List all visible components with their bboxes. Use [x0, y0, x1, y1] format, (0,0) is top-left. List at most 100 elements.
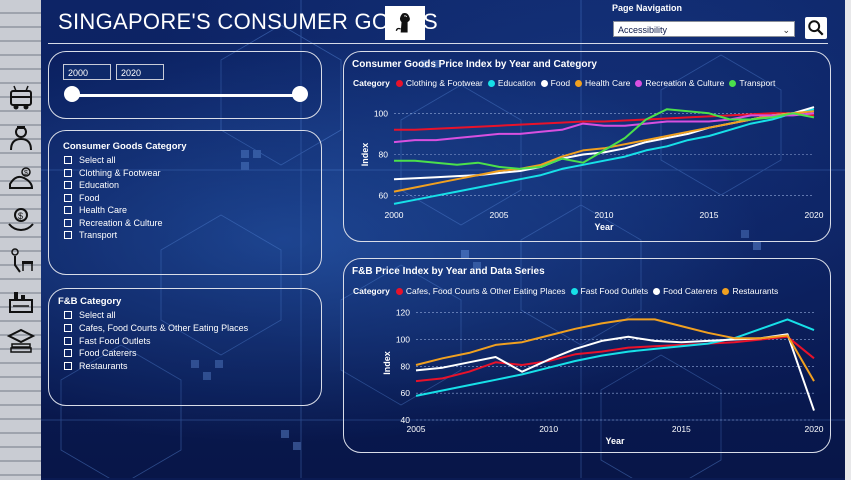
checkbox[interactable]: [64, 206, 72, 214]
consumer-category-title: Consumer Goods Category: [63, 141, 187, 152]
fb-category-panel: [48, 288, 322, 406]
consumer-option-transport[interactable]: Transport: [64, 230, 117, 240]
end-year-input[interactable]: 2020: [116, 64, 164, 80]
education-icon[interactable]: [4, 324, 37, 357]
x-axis-label: Year: [605, 436, 625, 446]
legend-item-education[interactable]: Education: [487, 78, 536, 88]
legend-item-restaurants[interactable]: Restaurants: [722, 286, 778, 296]
legend-item-cafes-food-courts-and-other-eating-places[interactable]: Cafes, Food Courts & Other Eating Places: [395, 286, 566, 296]
legend-label: Education: [497, 78, 536, 88]
consumer-option-education[interactable]: Education: [64, 180, 119, 190]
consumer-option-health-care[interactable]: Health Care: [64, 205, 127, 215]
checkbox[interactable]: [64, 323, 72, 332]
transport-icon[interactable]: [4, 81, 37, 114]
consumer-chart-panel: [343, 51, 831, 242]
consumer-option-clothing-and-footwear[interactable]: Clothing & Footwear: [64, 168, 161, 178]
checkbox[interactable]: [64, 156, 72, 164]
year-slicer-panel: [48, 51, 322, 119]
series-line-clothing-and-footwear[interactable]: [394, 112, 815, 131]
fb-option-food-caterers[interactable]: Food Caterers: [64, 348, 137, 358]
recreation-icon[interactable]: [4, 243, 37, 276]
start-year-input[interactable]: 2000: [63, 64, 111, 80]
series-line-transport[interactable]: [394, 108, 815, 170]
checkbox[interactable]: [64, 181, 72, 189]
x-axis-label: Year: [594, 222, 614, 232]
legend-label: Transport: [739, 78, 776, 88]
x-tick-label: 2015: [672, 424, 691, 434]
checkbox[interactable]: [64, 336, 72, 345]
checkbox[interactable]: [64, 193, 72, 202]
option-label: Recreation & Culture: [79, 217, 163, 228]
checkbox[interactable]: [64, 362, 72, 371]
legend-label: Restaurants: [732, 286, 779, 296]
right-edge: [845, 0, 851, 480]
fb-chart-title: F&B Price Index by Year and Data Series: [352, 266, 545, 277]
consumer-option-recreation-and-culture[interactable]: Recreation & Culture: [64, 218, 163, 228]
series-line-cafes-food-courts-and-other-eating-places[interactable]: [415, 335, 815, 383]
fb-option-select-all[interactable]: Select all: [64, 310, 116, 320]
year-slider-track[interactable]: [72, 94, 300, 97]
legend-item-recreation-and-culture[interactable]: Recreation & Culture: [635, 78, 724, 88]
legend-label: Clothing & Footwear: [405, 78, 483, 88]
fb-chart-legend: Category Cafes, Food Courts & Other Eatin…: [353, 286, 783, 296]
series-line-education[interactable]: [393, 108, 815, 205]
option-label: Select all: [79, 310, 116, 320]
consumer-chart-legend: Category Clothing & Footwear Education Food…: [353, 78, 780, 88]
legend-label: Food Caterers: [663, 286, 718, 296]
dashboard-canvas: [41, 0, 845, 478]
legend-dot: [570, 287, 578, 295]
fb-option-cafes-food-courts-and-other-eating-places[interactable]: Cafes, Food Courts & Other Eating Places: [64, 323, 248, 333]
checkbox[interactable]: [64, 218, 72, 227]
x-tick-label: 2010: [595, 210, 614, 220]
year-slider-end-handle[interactable]: [292, 86, 308, 102]
doctor-icon[interactable]: [4, 121, 37, 154]
checkbox[interactable]: [64, 168, 72, 177]
series-line-fast-food-outlets[interactable]: [415, 318, 815, 397]
health-care-icon[interactable]: $: [4, 202, 37, 235]
series-line-food[interactable]: [393, 106, 815, 181]
y-tick-label: 60: [379, 191, 389, 201]
series-line-recreation-and-culture[interactable]: [393, 112, 815, 144]
consumer-option-food[interactable]: Food: [64, 193, 100, 203]
year-slider-start-handle[interactable]: [64, 86, 80, 102]
clothing-icon[interactable]: [4, 284, 37, 317]
x-tick-label: 2005: [407, 424, 426, 434]
consumer-option-select-all[interactable]: Select all: [64, 155, 116, 165]
checkbox[interactable]: [64, 349, 72, 358]
legend-item-health-care[interactable]: Health Care: [575, 78, 630, 88]
option-label: Health Care: [79, 205, 128, 215]
series-line-restaurants[interactable]: [415, 318, 815, 382]
consumer-chart-title: Consumer Goods Price Index by Year and C…: [352, 59, 597, 70]
x-tick-label: 2020: [805, 210, 824, 220]
series-line-food-caterers[interactable]: [415, 333, 815, 411]
legend-item-transport[interactable]: Transport: [729, 78, 775, 88]
merlion-logo: [385, 6, 425, 40]
legend-label: Fast Food Outlets: [580, 286, 649, 296]
legend-label: Recreation & Culture: [645, 78, 725, 88]
legend-label: Cafes, Food Courts & Other Eating Places: [405, 286, 566, 296]
legend-item-fast-food-outlets[interactable]: Fast Food Outlets: [570, 286, 649, 296]
fb-option-fast-food-outlets[interactable]: Fast Food Outlets: [64, 336, 151, 346]
page-navigation-value: Accessibility: [618, 25, 668, 35]
series-line-health-care[interactable]: [393, 110, 815, 193]
y-axis-label: Index: [360, 143, 370, 167]
food-icon[interactable]: $: [4, 162, 37, 195]
search-button[interactable]: [805, 17, 827, 39]
legend-label: Health Care: [585, 78, 631, 88]
page-navigation-dropdown[interactable]: Accessibility ⌄: [613, 21, 795, 37]
checkbox[interactable]: [64, 231, 72, 239]
page-navigation-label: Page Navigation: [612, 3, 683, 13]
left-nav-rail: $ $: [0, 0, 41, 480]
legend-title: Category: [353, 78, 390, 88]
svg-text:$: $: [24, 170, 28, 177]
legend-item-food-caterers[interactable]: Food Caterers: [653, 286, 717, 296]
y-tick-label: 100: [396, 335, 410, 345]
x-tick-label: 2005: [490, 210, 509, 220]
legend-item-clothing-and-footwear[interactable]: Clothing & Footwear: [395, 78, 483, 88]
fb-option-restaurants[interactable]: Restaurants: [64, 361, 128, 371]
x-tick-label: 2000: [385, 210, 404, 220]
legend-item-food[interactable]: Food: [540, 78, 570, 88]
option-label: Fast Food Outlets: [79, 335, 151, 346]
option-label: Select all: [79, 155, 116, 165]
checkbox[interactable]: [64, 311, 72, 319]
